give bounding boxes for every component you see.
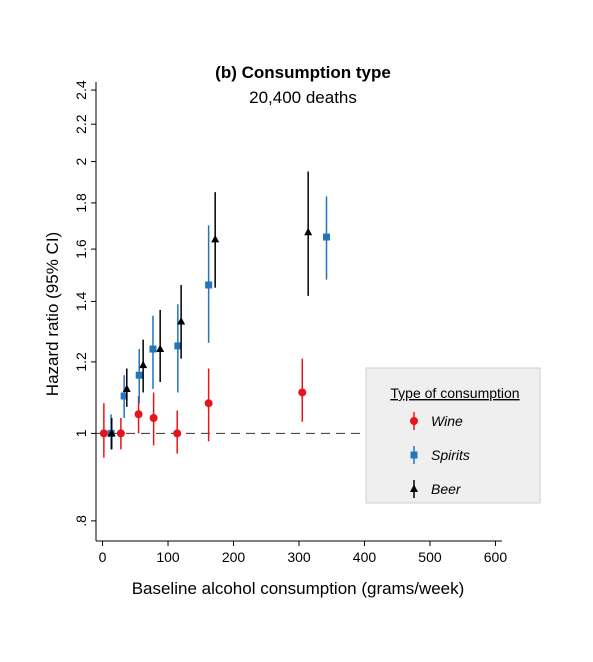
data-point	[211, 234, 220, 243]
legend-marker	[410, 451, 418, 459]
legend-item-wine: Wine	[410, 412, 463, 430]
legend-label: Beer	[431, 481, 462, 497]
data-point	[323, 233, 331, 241]
y-tick-label: 1.8	[73, 193, 89, 213]
x-tick-label: 300	[287, 549, 311, 565]
x-tick-label: 600	[484, 549, 508, 565]
data-point	[177, 317, 186, 325]
data-point	[107, 428, 116, 437]
y-tick-label: 2.2	[73, 114, 89, 134]
data-point	[304, 227, 313, 236]
legend-marker	[410, 417, 418, 425]
legend-item-beer: Beer	[410, 480, 462, 498]
x-tick-label: 100	[156, 549, 180, 565]
legend-label: Wine	[431, 413, 463, 429]
axes: 0 100 200 300 400 500 600 .8 1 1.2 1.4 1.6 1.8 2 2.2 2.…	[73, 80, 507, 565]
series-wine	[99, 358, 307, 458]
data-point	[135, 371, 143, 379]
data-point	[204, 399, 213, 408]
data-point	[122, 384, 131, 392]
legend-box	[365, 367, 541, 504]
data-point	[174, 342, 182, 350]
series-beer	[107, 171, 313, 450]
data-points-layer	[99, 171, 331, 458]
data-point	[116, 429, 125, 438]
data-point	[139, 360, 148, 369]
legend-label: Spirits	[431, 447, 470, 463]
legend-title: Type of consumption	[390, 385, 519, 401]
x-tick-label: 200	[222, 549, 246, 565]
x-tick-label: 400	[353, 549, 377, 565]
legend-item-spirits: Spirits	[410, 446, 470, 464]
data-point	[149, 345, 157, 353]
data-point	[298, 388, 307, 397]
x-tick-label: 500	[418, 549, 442, 565]
data-point	[173, 429, 182, 438]
legend: Type of consumption Wine Spirits Beer	[365, 367, 541, 504]
data-point	[205, 281, 213, 289]
x-tick-label: 0	[99, 549, 107, 565]
chart-subtitle: 20,400 deaths	[249, 88, 357, 107]
data-point	[156, 344, 165, 353]
y-axis-label: Hazard ratio (95% CI)	[43, 232, 62, 396]
y-tick-label: .8	[73, 515, 89, 527]
x-axis-label: Baseline alcohol consumption (grams/week…	[132, 579, 465, 598]
y-tick-label: 1.2	[73, 352, 89, 372]
y-tick-label: 2.4	[73, 80, 89, 100]
chart-title: (b) Consumption type	[215, 63, 391, 82]
y-tick-label: 1.6	[73, 239, 89, 259]
series-spirits	[107, 196, 331, 450]
data-point	[149, 414, 158, 423]
data-point	[134, 410, 143, 419]
data-point	[120, 392, 128, 400]
y-tick-label: 1.4	[73, 292, 89, 312]
y-tick-label: 1	[73, 429, 89, 437]
data-point	[99, 429, 108, 438]
legend-marker	[410, 484, 418, 492]
y-tick-label: 2	[73, 157, 89, 165]
